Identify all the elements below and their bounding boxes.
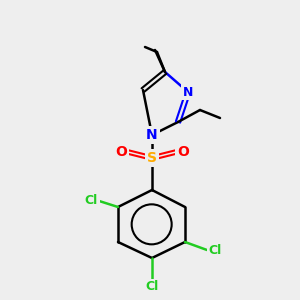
Text: Cl: Cl (146, 280, 159, 293)
Text: Cl: Cl (84, 194, 98, 206)
Text: N: N (183, 85, 193, 98)
Text: O: O (115, 145, 127, 159)
Text: S: S (147, 151, 157, 165)
Text: N: N (146, 128, 158, 142)
Text: Cl: Cl (208, 244, 222, 256)
Text: O: O (177, 145, 189, 159)
